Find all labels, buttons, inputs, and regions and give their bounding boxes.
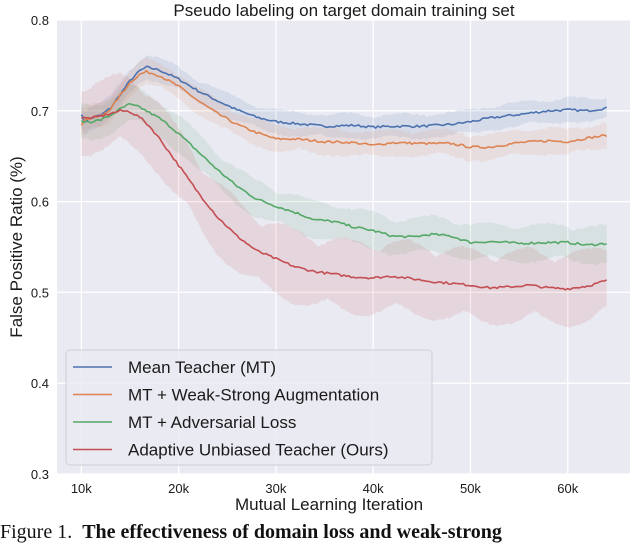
y-tick-label: 0.8: [31, 13, 49, 28]
y-tick-label: 0.7: [31, 104, 49, 119]
legend-box: [65, 349, 433, 466]
caption-prefix: Figure 1.: [0, 521, 73, 543]
caption-bold-text: The effectiveness of domain loss and wea…: [82, 521, 502, 543]
y-tick-label: 0.6: [31, 195, 49, 210]
series-line: [81, 108, 607, 291]
chart-title: Pseudo labeling on target domain trainin…: [173, 1, 514, 20]
confidence-band: [81, 72, 607, 328]
x-tick-label: 20k: [168, 481, 189, 496]
legend-label: MT + Weak-Strong Augmentation: [128, 386, 379, 405]
y-axis-ticks: 0.3 0.4 0.5 0.6 0.7 0.8: [31, 13, 49, 482]
x-tick-label: 50k: [460, 481, 481, 496]
x-tick-label: 30k: [265, 481, 286, 496]
x-tick-label: 60k: [557, 481, 578, 496]
legend: Mean Teacher (MT) MT + Weak-Strong Augmen…: [65, 349, 433, 466]
confidence-band: [81, 84, 607, 266]
series-lines: [80, 65, 608, 291]
legend-label: Adaptive Unbiased Teacher (Ours): [128, 441, 389, 460]
x-axis-label: Mutual Learning Iteration: [235, 495, 423, 514]
y-tick-label: 0.4: [31, 376, 49, 391]
confidence-band: [81, 55, 607, 141]
series-line: [80, 65, 608, 129]
y-axis-label: False Positive Ratio (%): [7, 156, 26, 337]
figure-caption: Figure 1. The effectiveness of domain lo…: [0, 521, 640, 544]
series-line: [80, 69, 608, 149]
x-tick-label: 10k: [71, 481, 92, 496]
confidence-band: [81, 56, 607, 162]
legend-label: Mean Teacher (MT): [128, 358, 276, 377]
confidence-bands: [81, 55, 607, 328]
y-tick-label: 0.3: [31, 467, 49, 482]
line-chart: Pseudo labeling on target domain trainin…: [7, 1, 630, 514]
x-axis-ticks: 10k 20k 30k 40k 50k 60k: [71, 481, 579, 496]
x-tick-label: 40k: [363, 481, 384, 496]
y-tick-label: 0.5: [31, 285, 49, 300]
series-line: [80, 102, 607, 247]
legend-label: MT + Adversarial Loss: [128, 413, 296, 432]
